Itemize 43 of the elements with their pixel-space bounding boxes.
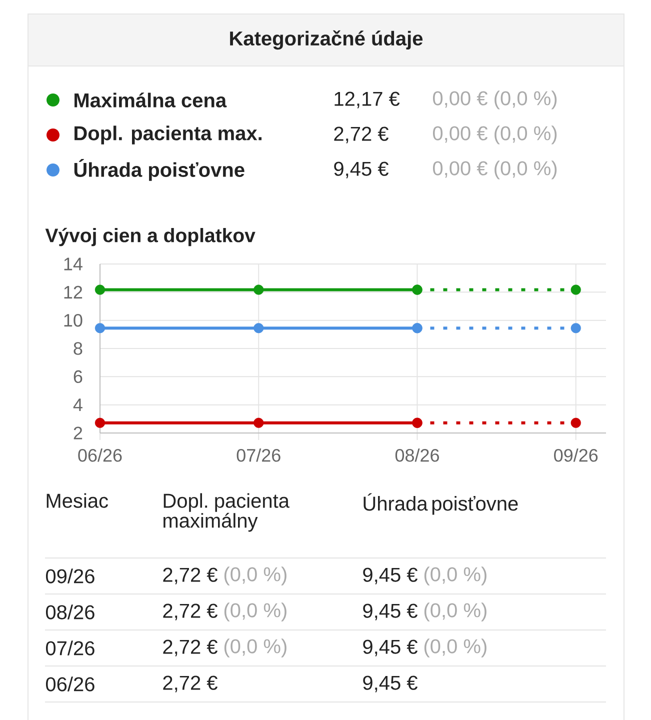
text: (0,0 %) bbox=[424, 566, 486, 586]
chart-subtitle: Vývoj cien a doplatkov bbox=[45, 228, 256, 246]
y-tick-label: 2 bbox=[74, 426, 82, 440]
text: 9,45 € bbox=[363, 640, 418, 656]
legend-label: Dopl. pacienta max. bbox=[74, 126, 262, 144]
y-tick-label: 10 bbox=[64, 314, 82, 327]
text: 0,00 € (0,0 %) bbox=[432, 126, 557, 144]
text: 9,45 € bbox=[363, 676, 418, 692]
y-tick-label: 14 bbox=[64, 258, 82, 270]
y-tick-label: 4 bbox=[73, 398, 82, 412]
text: Mesiac bbox=[46, 493, 108, 508]
category-label: 08/26 bbox=[46, 604, 94, 620]
text: (0,0 %) bbox=[224, 566, 286, 586]
x-tick-label: 08/26 bbox=[395, 448, 439, 462]
text: 2,72 € bbox=[163, 640, 218, 656]
text: 2,72 € bbox=[163, 676, 218, 692]
text: (0,0 %) bbox=[224, 602, 286, 622]
x-tick-label: 06/26 bbox=[78, 448, 122, 462]
legend-label: Maximálna cena bbox=[74, 92, 227, 108]
text: 9,45 € bbox=[363, 568, 418, 584]
text: (0,0 %) bbox=[224, 638, 286, 658]
text: 9,45 € bbox=[363, 604, 418, 620]
y-tick-label: 6 bbox=[74, 370, 82, 384]
category-label: 09/26 bbox=[46, 568, 94, 584]
text: (0,0 %) bbox=[424, 602, 486, 622]
category-label: 06/26 bbox=[46, 676, 94, 692]
text: 0,00 € (0,0 %) bbox=[432, 160, 557, 180]
text: 12,17 € bbox=[334, 92, 400, 108]
text: 9,45 € bbox=[334, 162, 388, 178]
text: 0,00 € (0,0 %) bbox=[432, 90, 557, 110]
x-tick-label: 07/26 bbox=[236, 448, 280, 462]
text: 2,72 € bbox=[163, 604, 218, 620]
y-tick-label: 8 bbox=[74, 342, 82, 355]
y-tick-label: 12 bbox=[64, 286, 82, 298]
legend-label: Úhrada poisťovne bbox=[74, 159, 244, 181]
text: 2,72 € bbox=[163, 568, 218, 584]
text: (0,0 %) bbox=[424, 638, 486, 658]
text: 2,72 € bbox=[334, 126, 388, 144]
text: Úhrada poisťovne bbox=[364, 493, 518, 515]
text: Dopl. pacienta maximálny bbox=[164, 493, 290, 532]
chart-title: Kategorizačné údaje bbox=[230, 30, 423, 50]
x-tick-label: 09/26 bbox=[554, 448, 598, 462]
category-label: 07/26 bbox=[46, 640, 94, 656]
